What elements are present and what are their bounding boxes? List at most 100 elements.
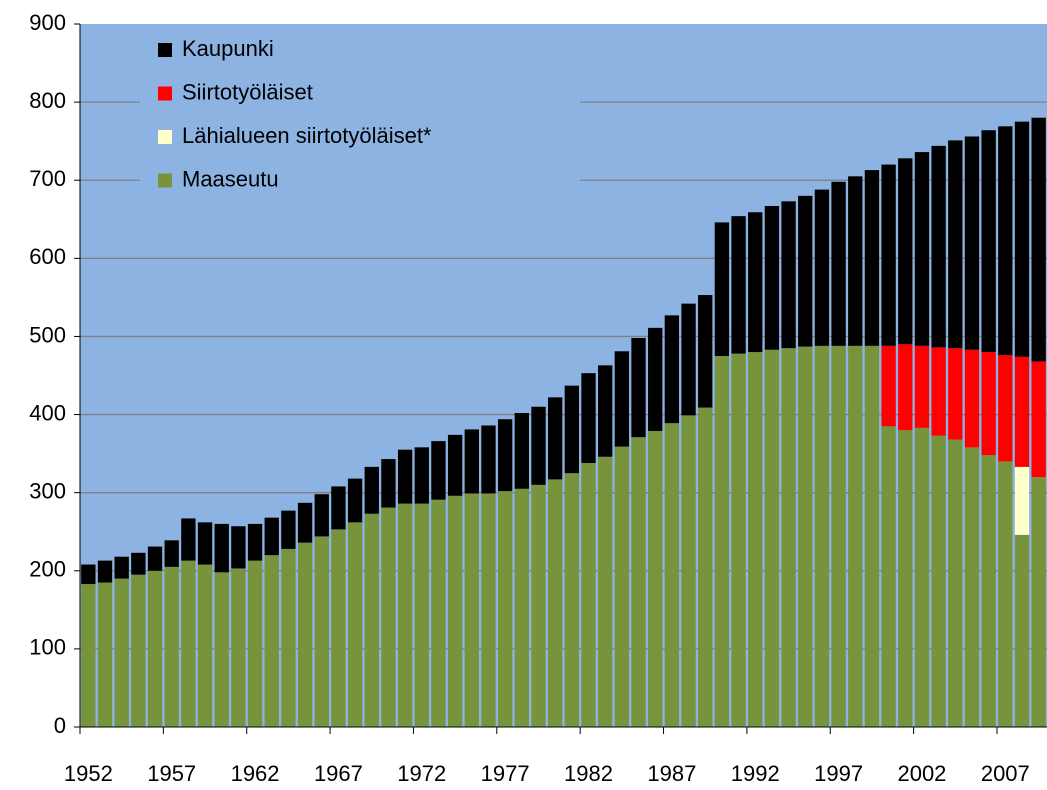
bar-segment — [197, 522, 213, 565]
bar-segment — [631, 338, 646, 438]
bar-segment — [114, 578, 129, 727]
bar-segment — [531, 484, 546, 727]
bar-segment — [231, 526, 246, 569]
bar-segment — [831, 181, 846, 346]
y-tick-label: 0 — [54, 713, 66, 738]
bar-segment — [431, 441, 446, 500]
x-tick-label: 1967 — [314, 761, 363, 785]
x-tick-label: 1977 — [481, 761, 530, 785]
bar-segment — [497, 419, 513, 492]
legend-label: Lähialueen siirtotyöläiset* — [182, 123, 432, 148]
bar-segment — [681, 303, 696, 416]
bar-segment — [147, 546, 163, 571]
bar-segment — [331, 529, 346, 727]
bar-segment — [281, 548, 296, 727]
bar-segment — [414, 503, 429, 727]
legend-swatch — [158, 130, 172, 144]
bar-segment — [114, 556, 129, 579]
bar-segment — [664, 423, 680, 727]
y-tick-label: 900 — [29, 10, 66, 35]
bar-segment — [1014, 534, 1030, 727]
bar-segment — [547, 479, 563, 727]
bar-segment — [648, 430, 663, 727]
bar-segment — [164, 566, 179, 727]
bar-segment — [614, 351, 630, 447]
x-tick-label: 1962 — [231, 761, 280, 785]
bar-segment — [347, 522, 363, 727]
legend-swatch — [158, 173, 172, 188]
bar-segment — [598, 365, 613, 457]
y-tick-label: 700 — [29, 166, 66, 191]
bar-segment — [131, 552, 146, 575]
bar-segment — [1031, 477, 1046, 727]
bar-segment — [297, 502, 313, 543]
bar-segment — [231, 568, 246, 727]
bar-segment — [181, 560, 196, 727]
bar-segment — [781, 201, 796, 349]
bar-segment — [631, 437, 646, 727]
y-tick-label: 200 — [29, 557, 66, 582]
bar-segment — [698, 295, 713, 408]
bar-segment — [514, 412, 529, 489]
bar-segment — [881, 345, 896, 427]
bar-segment — [931, 435, 946, 727]
bar-segment — [931, 347, 946, 436]
bar-segment — [147, 570, 163, 727]
bar-segment — [381, 507, 396, 727]
bar-segment — [531, 406, 546, 485]
x-tick-label: 1957 — [147, 761, 196, 785]
bar-segment — [481, 425, 496, 494]
x-tick-label: 1972 — [397, 761, 446, 785]
bar-segment — [447, 434, 463, 496]
bar-segment — [81, 584, 96, 727]
bar-segment — [964, 447, 980, 727]
bar-segment — [397, 449, 413, 504]
bar-segment — [948, 140, 963, 349]
bar-segment — [447, 495, 463, 727]
bar-segment — [281, 510, 296, 549]
bar-segment — [814, 189, 830, 346]
bar-segment — [381, 459, 396, 508]
y-tick-label: 400 — [29, 400, 66, 425]
bar-segment — [214, 572, 229, 727]
bar-segment — [981, 130, 996, 353]
legend-box — [140, 30, 580, 205]
bar-segment — [964, 136, 980, 350]
bar-segment — [514, 488, 529, 727]
bar-segment — [864, 345, 880, 727]
x-tick-label: 1997 — [814, 761, 863, 785]
bar-segment — [731, 216, 746, 354]
bar-segment — [81, 564, 96, 585]
bar-segment — [798, 195, 813, 347]
bar-segment — [364, 466, 379, 514]
bar-segment — [881, 426, 896, 727]
bar-segment — [914, 345, 930, 428]
y-tick-label: 100 — [29, 635, 66, 660]
bar-segment — [564, 473, 580, 727]
x-tick-label: 1952 — [64, 761, 113, 785]
bar-segment — [731, 353, 746, 727]
bar-segment — [314, 536, 329, 727]
bar-segment — [131, 574, 146, 727]
y-tick-label: 300 — [29, 478, 66, 503]
bar-segment — [964, 349, 980, 448]
bar-segment — [247, 523, 263, 561]
bar-segment — [481, 493, 496, 727]
x-tick-label: 1992 — [731, 761, 780, 785]
bar-segment — [497, 491, 513, 727]
bar-segment — [1014, 466, 1030, 535]
bar-segment — [264, 517, 279, 556]
bar-segment — [881, 164, 896, 346]
bar-segment — [614, 446, 630, 727]
bar-segment — [364, 513, 379, 727]
y-tick-label: 800 — [29, 88, 66, 113]
bar-segment — [247, 560, 263, 727]
bar-segment — [547, 397, 563, 480]
x-tick-label: 2007 — [981, 761, 1030, 785]
bar-segment — [97, 560, 113, 583]
bar-segment — [781, 348, 796, 727]
x-tick-label: 1982 — [564, 761, 613, 785]
bar-segment — [748, 212, 763, 353]
bar-segment — [564, 385, 580, 474]
bar-segment — [164, 540, 179, 567]
